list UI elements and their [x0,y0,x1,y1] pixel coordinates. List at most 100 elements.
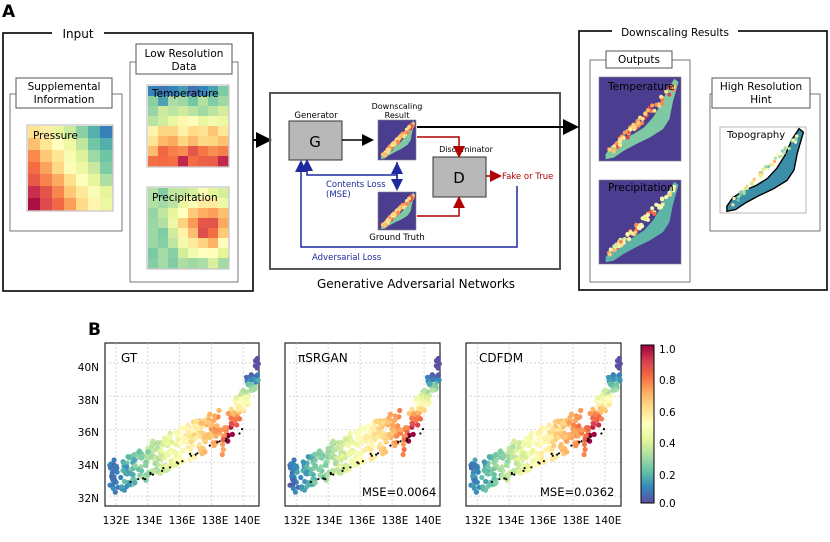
map-coast-mark [129,480,132,483]
map-coast-mark [602,428,606,431]
results-title-bg [612,24,738,38]
precipitation-cell [168,188,179,199]
topography-speck [738,190,742,195]
temperature-cell [208,106,219,117]
map-station-dot [429,372,435,378]
map-station-dot [312,480,318,486]
truth-thumb-pixel [385,218,390,223]
map-station-dot [366,429,372,435]
downscaling-thumb-pixel [398,133,403,138]
map-station-dot [556,426,562,432]
map-coast-mark [523,467,526,470]
map-station-dot [430,376,436,383]
map-station-dot [150,438,156,444]
map-station-dot [213,433,219,439]
map-station-dot [573,429,579,435]
topography-speck [794,137,798,141]
temperature-cell [208,136,219,147]
map-station-dot [214,423,220,429]
precipitation-cell [188,248,199,259]
temperature-cell [198,96,209,107]
precipitation-cell [198,238,209,249]
map-coast-mark [510,472,513,476]
out-temperature-pixel [646,108,650,113]
map-station-dot [121,487,127,493]
colorbar-tick-0-2: 0.2 [659,470,676,482]
precipitation-cell [188,258,199,269]
output-temperature-label: Temperature [607,81,675,93]
y-tick-40n: 40N [78,362,99,374]
map-station-dot [249,376,255,383]
precipitation-cell [148,248,159,259]
outputs-title: Outputs [618,54,660,66]
out-temperature-pixel [657,103,662,108]
y-tick-36n: 36N [78,427,99,439]
out-temperature-pixel [622,130,627,135]
pressure-cell [88,174,101,187]
map-coast-mark [503,477,506,480]
map-station-dot [173,441,179,448]
temperature-cell [178,136,189,147]
map-station-dot [401,446,407,453]
map-station-dot [471,485,477,491]
map-station-dot [377,441,383,448]
temperature-cell [168,86,179,97]
map-coast-mark [551,454,554,457]
temperature-cell [168,156,179,167]
topography-speck [767,165,771,169]
map-cdfdm [465,342,623,507]
map-station-dot [209,422,215,428]
map-station-dot [482,460,488,466]
map-coast-mark [406,437,409,440]
map-station-dot [330,438,336,444]
x-tick-140e-map3: 140E [595,515,622,527]
precipitation-cell [198,228,209,239]
map-station-dot [228,406,234,412]
pressure-cell [100,174,113,187]
map-station-dot [205,432,211,438]
map-station-dot [529,450,535,456]
pressure-cell [52,126,65,139]
map-station-dot [136,449,142,455]
temperature-cell [178,86,189,97]
downscaling-label-line2: Result [385,111,410,120]
temperature-cell [178,116,189,127]
x-tick-134e-map1: 134E [136,515,163,527]
map-station-dot [110,485,116,491]
precipitation-cell [168,238,179,249]
map-station-dot [468,465,474,471]
truth-thumb-pixel [401,205,406,210]
precipitation-cell [208,198,219,209]
map-station-dot [122,478,128,485]
map-station-dot [590,406,596,412]
precipitation-cell [158,258,169,269]
downscaling-thumb-pixel [382,153,387,158]
map-station-dot [229,421,235,427]
map-station-dot [513,460,519,467]
map-station-dot [112,464,118,470]
map-station-dot [555,434,561,441]
generator-box [288,120,343,161]
input-box [2,32,254,292]
pressure-cell [100,186,113,199]
map-station-dot [344,463,350,469]
map-station-dot [510,444,516,450]
map-station-dot [415,422,421,428]
temperature-cell [188,106,199,117]
map-station-dot [598,416,605,422]
map-station-dot [149,444,155,450]
out-temperature-pixel [628,127,633,132]
out-temperature-pixel [618,137,623,142]
map-station-dot [555,418,561,424]
map-station-dot [595,395,601,401]
discriminator-box [432,156,487,198]
map-station-dot [387,411,393,417]
temperature-cell [188,126,199,137]
map-station-dot [578,407,584,414]
map-coast-mark [408,435,411,438]
map-station-dot [132,457,138,463]
map-station-dot [123,470,129,477]
map-station-dot [558,441,564,448]
map-coast-mark [224,439,227,442]
map-coast-mark [329,472,332,476]
